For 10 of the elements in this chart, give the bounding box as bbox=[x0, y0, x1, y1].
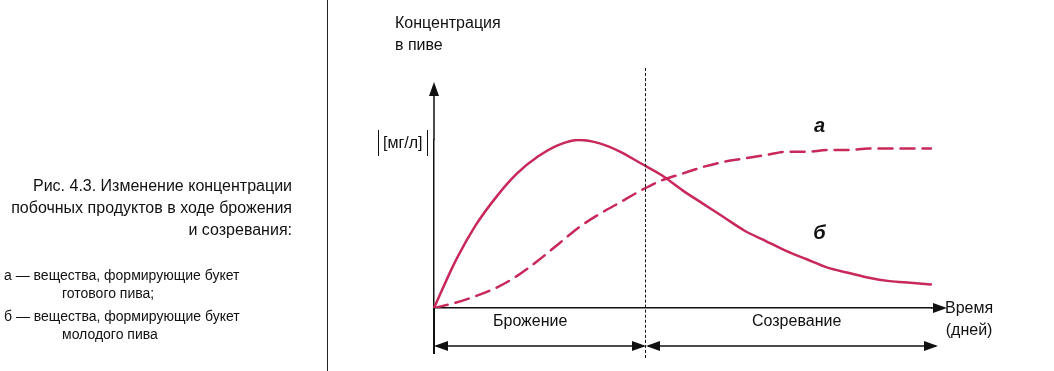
text: Созревание bbox=[752, 312, 842, 330]
series-label: а bbox=[813, 113, 826, 136]
text: б — вещества, формирующие букет молодого пива bbox=[4, 307, 241, 343]
series-label: б bbox=[813, 221, 827, 244]
text: а — вещества, формирующие букет готового пива; bbox=[4, 266, 241, 302]
text: Концентрация в пиве bbox=[395, 13, 501, 55]
x-axis-title: Время (дней) bbox=[945, 298, 994, 340]
text: [мг/л] bbox=[378, 130, 428, 156]
text: Рис. 4.3. Изменение концентрации побочных продуктов в ходе брожения и созревания: bbox=[10, 176, 292, 240]
text: Брожение bbox=[493, 312, 568, 330]
